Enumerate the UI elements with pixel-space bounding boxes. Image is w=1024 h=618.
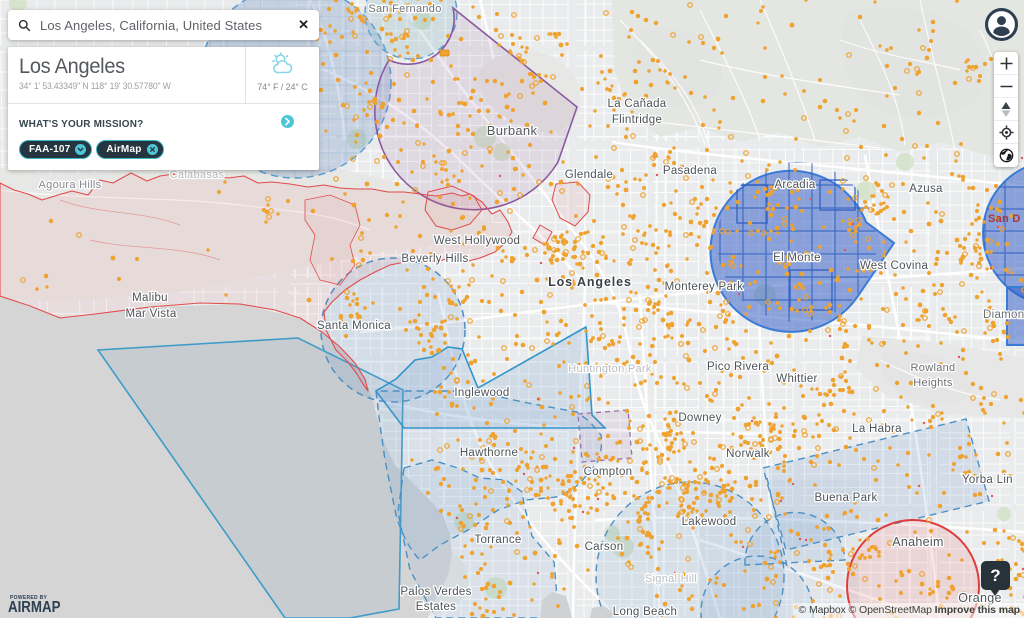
svg-text:Pico Rivera: Pico Rivera	[707, 361, 769, 373]
svg-text:Monterey Park: Monterey Park	[665, 281, 744, 293]
svg-text:Mar Vista: Mar Vista	[125, 308, 176, 320]
svg-text:Estates: Estates	[416, 601, 456, 613]
svg-text:San D: San D	[988, 213, 1021, 225]
svg-text:West Covina: West Covina	[860, 260, 929, 272]
svg-text:Calabasas: Calabasas	[170, 169, 225, 181]
svg-text:Santa Monica: Santa Monica	[317, 320, 391, 332]
svg-text:Rowland: Rowland	[911, 362, 956, 374]
svg-text:Carson: Carson	[585, 541, 624, 553]
svg-text:Anaheim: Anaheim	[892, 535, 943, 549]
svg-text:Lakewood: Lakewood	[682, 516, 737, 528]
svg-text:Norwalk: Norwalk	[726, 448, 770, 460]
svg-text:Los Angeles: Los Angeles	[548, 275, 632, 289]
svg-text:Arcadia: Arcadia	[774, 179, 815, 191]
svg-text:Glendale: Glendale	[565, 169, 613, 181]
svg-text:Long Beach: Long Beach	[613, 606, 677, 618]
svg-text:Hawthorne: Hawthorne	[460, 447, 518, 459]
svg-text:Pasadena: Pasadena	[663, 165, 717, 177]
svg-text:Agoura Hills: Agoura Hills	[39, 179, 102, 191]
svg-text:Inglewood: Inglewood	[454, 387, 509, 399]
svg-text:Torrance: Torrance	[474, 534, 521, 546]
svg-text:Beverly Hills: Beverly Hills	[401, 253, 468, 265]
svg-text:Compton: Compton	[584, 466, 633, 478]
svg-text:San Fernando: San Fernando	[368, 3, 441, 15]
svg-text:Buena Park: Buena Park	[814, 492, 877, 504]
svg-text:Downey: Downey	[678, 412, 721, 424]
svg-text:Flintridge: Flintridge	[612, 114, 662, 126]
svg-text:Yorba Lin: Yorba Lin	[962, 474, 1013, 486]
svg-text:Whittier: Whittier	[776, 373, 817, 385]
svg-text:Palos Verdes: Palos Verdes	[400, 586, 471, 598]
svg-text:Huntington Park: Huntington Park	[568, 363, 652, 375]
svg-text:West Hollywood: West Hollywood	[434, 235, 520, 247]
svg-text:Azusa: Azusa	[909, 183, 943, 195]
svg-text:La Habra: La Habra	[852, 423, 902, 435]
svg-text:Burbank: Burbank	[487, 123, 538, 138]
svg-text:Malibu: Malibu	[132, 292, 168, 304]
svg-text:La Cañada: La Cañada	[608, 98, 667, 110]
svg-text:El Monte: El Monte	[773, 252, 821, 264]
svg-text:Diamon: Diamon	[983, 309, 1024, 321]
svg-text:Heights: Heights	[913, 377, 953, 389]
svg-text:Signal Hill: Signal Hill	[645, 573, 697, 585]
